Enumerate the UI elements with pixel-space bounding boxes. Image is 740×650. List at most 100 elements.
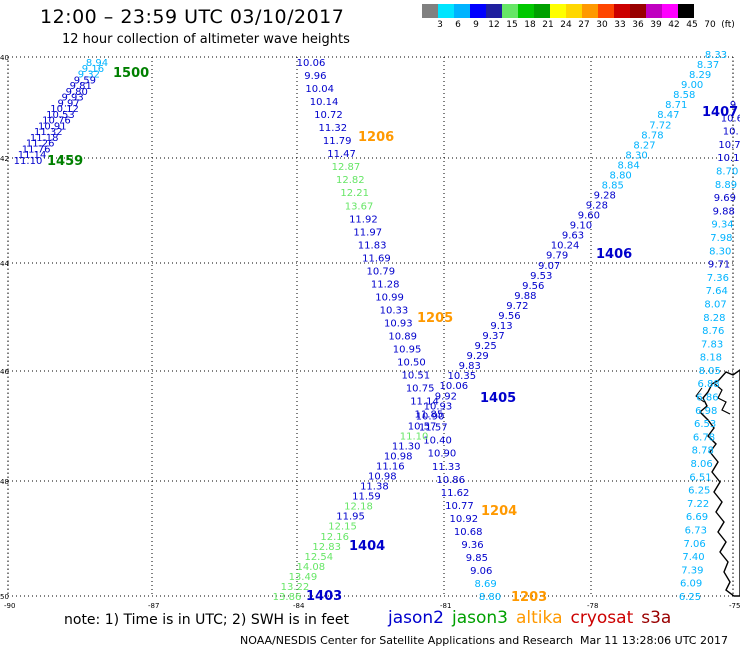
wave-height-label: 11.62 (441, 488, 470, 499)
wave-height-label: 8.37 (697, 60, 719, 71)
colorbar-label: 6 (455, 20, 461, 30)
wave-height-label: 9.93 (62, 93, 84, 104)
wave-height-label: 6.73 (685, 526, 707, 537)
wave-height-label: 10.98 (384, 451, 413, 462)
wave-height-label: 8.78 (692, 446, 714, 457)
wave-height-label: 11.14 (18, 150, 47, 161)
lat-tick-label: 48 (0, 478, 9, 486)
wave-height-label: 9.88 (713, 206, 735, 217)
pass-number-label: 1403 (306, 589, 342, 604)
colorbar-swatch (646, 4, 662, 18)
colorbar-swatch (630, 4, 646, 18)
legend-item: altika (516, 608, 563, 628)
wave-height-label: 9.00 (681, 80, 703, 91)
wave-height-label: 10.98 (368, 472, 397, 483)
wave-height-label: 8.07 (704, 299, 726, 310)
wave-height-label: 9.28 (594, 191, 616, 202)
wave-height-label: 8.94 (86, 58, 108, 69)
wave-height-label: 11.47 (327, 149, 356, 160)
wave-height-label: 10.7 (718, 140, 740, 151)
wave-height-label: 8.30 (625, 150, 647, 161)
wave-height-label: 7.83 (701, 339, 723, 350)
colorbar-swatch (502, 4, 518, 18)
page-title: 12:00 – 23:59 UTC 03/10/2017 (40, 6, 345, 28)
wave-height-label: 9.56 (522, 281, 544, 292)
wave-height-label: 9.83 (459, 361, 481, 372)
wave-height-label: 10.91 (38, 121, 67, 132)
wave-height-label: 10.35 (447, 371, 476, 382)
wave-height-label: 12.21 (340, 188, 369, 199)
colorbar-swatch (486, 4, 502, 18)
wave-height-label: 13.86 (273, 592, 302, 603)
wave-height-label: 9.13 (490, 321, 512, 332)
wave-height-label: 9.06 (470, 566, 492, 577)
wave-height-label: 9.36 (461, 540, 483, 551)
axis-labels: 40 42 44 46 48 50-90 -87 -84 -81 -78 -75 (0, 54, 740, 610)
wave-height-label: 9 (730, 100, 736, 111)
wave-height-label: 10.76 (42, 116, 71, 127)
colorbar-swatch (550, 4, 566, 18)
colorbar-label: 33 (614, 20, 626, 30)
legend-item: jason2 (388, 608, 444, 628)
legend-item: cryosat (570, 608, 634, 628)
wave-height-label: 9.71 (708, 260, 730, 271)
wave-height-label: 8.69 (475, 579, 497, 590)
wave-height-label: 11.95 (336, 512, 365, 523)
wave-height-label: 10.40 (423, 436, 452, 447)
wave-height-label: 8.47 (657, 110, 679, 121)
colorbar-label: 21 (542, 20, 554, 30)
wave-height-label: 10.57 (408, 421, 437, 432)
wave-height-label: 9.92 (435, 391, 457, 402)
wave-height-label: 12.15 (328, 522, 357, 533)
satellite-tracks: 10.069.9610.0410.1410.7211.3211.7911.471… (14, 50, 740, 603)
pass-number-label: 1203 (511, 590, 547, 605)
wave-height-label: 8.70 (716, 166, 738, 177)
colorbar-label: 30 (596, 20, 608, 30)
colorbar-label: 39 (650, 20, 662, 30)
wave-height-label: 11.16 (376, 462, 405, 473)
wave-height-label: 9.80 (66, 87, 88, 98)
colorbar-label: 15 (506, 20, 518, 30)
wave-height-label: 11.32 (319, 123, 348, 134)
pass-number-label: 1405 (480, 391, 516, 406)
lon-tick-label: -90 (4, 602, 15, 610)
wave-height-label: 10.79 (367, 266, 396, 277)
wave-height-label: 9.63 (562, 231, 584, 242)
wave-height-label: 9.56 (498, 311, 520, 322)
wave-height-label: 11.92 (349, 214, 378, 225)
wave-height-label: 8.85 (602, 180, 624, 191)
wave-height-label: 7.22 (687, 499, 709, 510)
wave-height-label: 10.90 (416, 411, 445, 422)
colorbar-swatch (598, 4, 614, 18)
wave-height-label: 7.39 (681, 565, 703, 576)
wave-height-label: 11.69 (362, 253, 391, 264)
wave-height-label: 9.16 (82, 64, 104, 75)
wave-height-label: 9.32 (78, 70, 100, 81)
colorbar-label: 70 (704, 20, 716, 30)
wave-height-label: 8.27 (633, 140, 655, 151)
lat-tick-label: 50 (0, 593, 9, 601)
wave-height-label: 9.25 (474, 341, 496, 352)
wave-height-label: 9.79 (546, 251, 568, 262)
wave-height-label: 8.28 (703, 313, 725, 324)
lon-tick-label: -75 (729, 602, 740, 610)
wave-height-label: 11.33 (432, 462, 461, 473)
wave-height-label: 6.09 (680, 579, 702, 590)
colorbar-swatch (470, 4, 486, 18)
wave-height-label: 10.50 (397, 358, 426, 369)
colorbar-label: 9 (473, 20, 479, 30)
wave-height-label: 10.89 (388, 332, 417, 343)
wave-height-label: 8.30 (709, 246, 731, 257)
wave-height-label: 8.06 (690, 459, 712, 470)
wave-height-label: 11.14 (410, 397, 439, 408)
legend-item: s3a (641, 608, 672, 628)
wave-height-label: 9.10 (570, 221, 592, 232)
wave-height-label: 11.10 (14, 156, 43, 167)
wave-height-label: 10.95 (393, 345, 422, 356)
wave-height-label: 9.72 (506, 301, 528, 312)
wave-height-label: 8.89 (715, 180, 737, 191)
wave-height-label: 10. (723, 127, 739, 138)
colorbar-label: 42 (668, 20, 680, 30)
wave-height-label: 10.77 (445, 501, 474, 512)
colorbar-label: 27 (578, 20, 590, 30)
